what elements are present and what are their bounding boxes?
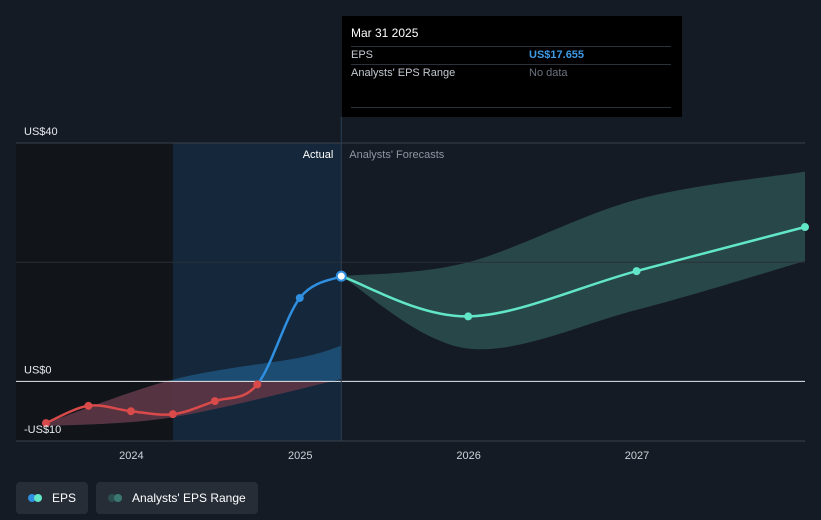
eps-point[interactable] [253, 380, 262, 389]
legend: EPS Analysts' EPS Range [16, 482, 258, 514]
legend-range-swatch-icon [108, 493, 124, 503]
legend-range-dot-b [114, 494, 123, 502]
eps-point[interactable] [210, 397, 219, 406]
eps-range-negative-tint [46, 381, 332, 427]
x-axis-tick-label: 2026 [456, 450, 480, 462]
eps-point[interactable] [84, 401, 93, 410]
eps-forecast-point[interactable] [632, 267, 641, 276]
legend-eps-dot-a [28, 494, 36, 502]
y-axis-label: -US$10 [24, 424, 61, 436]
tooltip-range-value: No data [529, 67, 568, 79]
eps-forecast-point[interactable] [464, 312, 473, 321]
label-layer: US$40 US$0 -US$10 2024 2025 2026 2027 Actual Ana… [24, 126, 649, 462]
section-label-actual: Actual [303, 149, 334, 161]
tooltip-divider [351, 107, 671, 108]
legend-item-range[interactable]: Analysts' EPS Range [96, 482, 258, 514]
x-axis-tick-label: 2025 [288, 450, 312, 462]
eps-range-area-forecast [341, 171, 805, 350]
point-layer[interactable] [42, 223, 809, 428]
section-label-forecast: Analysts' Forecasts [349, 149, 445, 161]
eps-highlight-point[interactable] [335, 270, 347, 282]
y-axis-label: US$0 [24, 364, 52, 376]
legend-eps-label: EPS [52, 491, 77, 505]
eps-actual-line-negative [45, 381, 261, 425]
legend-item-eps[interactable]: EPS [16, 482, 89, 514]
legend-eps-dot-b [34, 494, 42, 502]
tooltip: Mar 31 2025 EPS US$17.655 Analysts' EPS … [342, 16, 682, 117]
legend-range-label: Analysts' EPS Range [132, 491, 246, 505]
eps-actual-line-positive [257, 275, 342, 382]
legend-range-dot-a [108, 494, 117, 502]
y-axis-label: US$40 [24, 126, 58, 138]
tooltip-row-eps: EPS US$17.655 [351, 46, 671, 64]
line-layer [45, 225, 806, 425]
eps-point[interactable] [295, 293, 304, 302]
x-axis-tick-label: 2027 [625, 450, 649, 462]
eps-forecast-point[interactable] [801, 223, 809, 232]
legend-eps-swatch-icon [28, 493, 44, 503]
tooltip-date: Mar 31 2025 [351, 26, 419, 40]
eps-point[interactable] [168, 410, 177, 419]
x-axis-tick-label: 2024 [119, 450, 143, 462]
tooltip-eps-value: US$17.655 [529, 49, 585, 61]
eps-point[interactable] [42, 419, 50, 428]
background-layer [16, 143, 342, 441]
tooltip-row-range: Analysts' EPS Range No data [351, 64, 671, 82]
tooltip-eps-label: EPS [351, 49, 374, 61]
eps-point[interactable] [126, 407, 135, 416]
eps-forecast-line [340, 225, 806, 318]
tooltip-range-label: Analysts' EPS Range [351, 67, 456, 79]
